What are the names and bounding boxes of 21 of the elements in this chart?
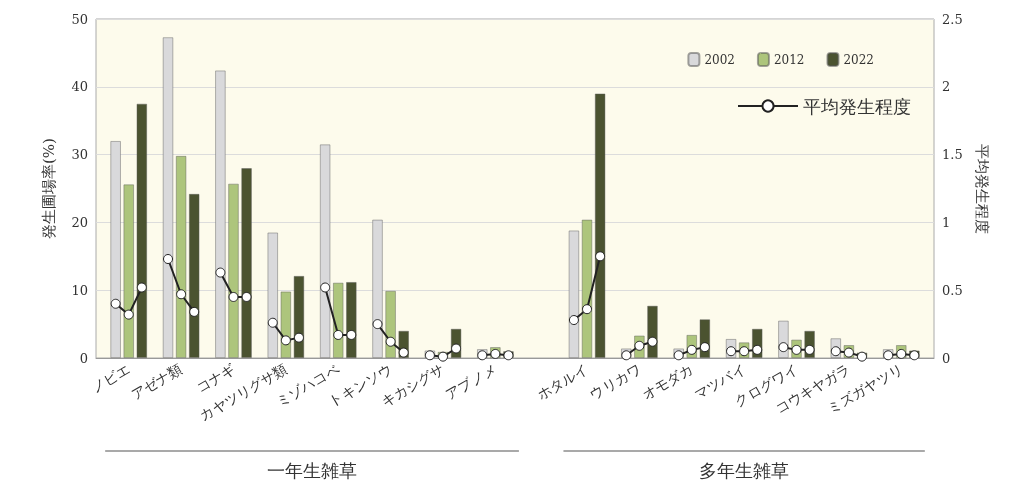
legend-label: 平均発生程度 [803,95,911,117]
y-tick-label: 10 [71,282,88,298]
text: 多年生雑草 [699,459,790,480]
text: 一年生雑草 [267,459,358,480]
x-tick-label: アブノメ [442,361,500,403]
y2-tick-label: 2.5 [942,11,963,27]
y-tick-label: 20 [71,214,88,230]
y2-axis-title: 平均発生程度 [972,143,991,234]
y-tick-label: 40 [71,79,88,95]
y2-tick-label: 0 [942,350,951,366]
y-tick-label: 50 [71,11,88,27]
y2-tick-label: 0.5 [942,282,963,298]
legend-label: 2022 [843,52,875,67]
y2-tick-label: 1.5 [942,147,963,163]
y2-tick-label: 2 [942,79,951,95]
y2-tick-label: 1 [942,214,951,230]
y-tick-label: 0 [79,350,88,366]
legend-label: 2012 [773,52,805,67]
legend-label: 2002 [704,52,735,67]
y-axis-title: 発生圃場率(%) [39,138,58,239]
y-tick-label: 30 [71,147,88,163]
